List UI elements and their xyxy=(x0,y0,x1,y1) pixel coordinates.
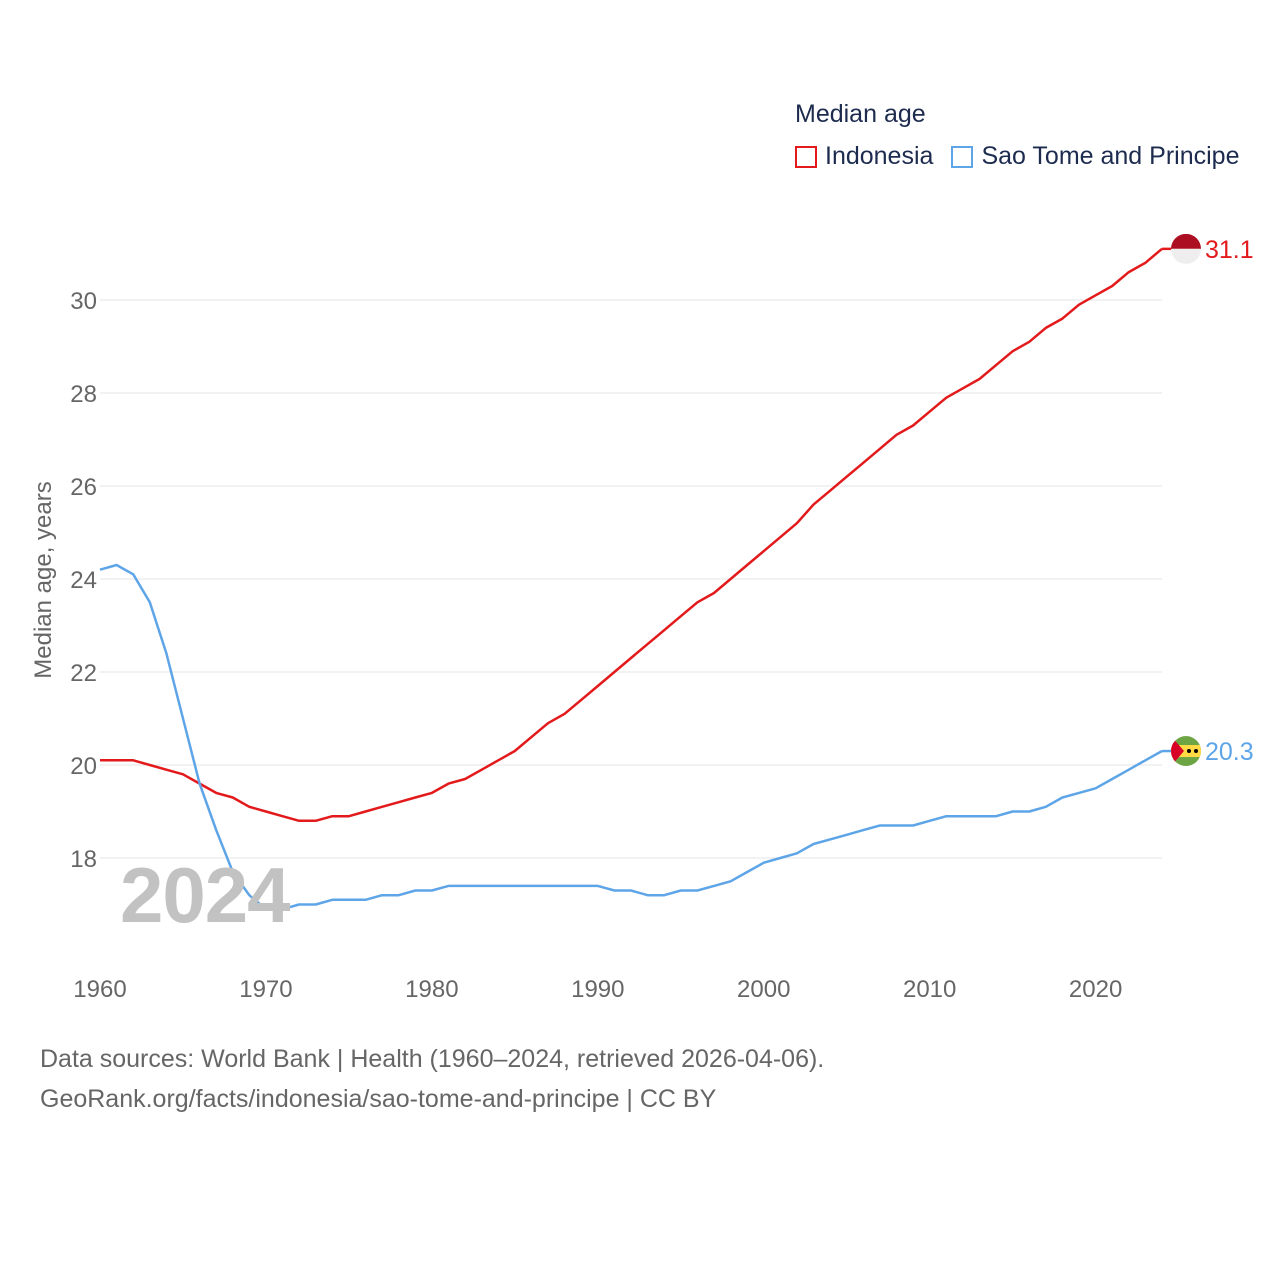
end-value-label-indonesia: 31.1 xyxy=(1205,236,1254,264)
y-tick-label-20: 20 xyxy=(70,753,97,780)
x-tick-label-2020: 2020 xyxy=(1069,976,1122,1003)
x-tick-label-1990: 1990 xyxy=(571,976,624,1003)
sao-tome-and-principe-flag-icon xyxy=(1171,736,1201,767)
year-watermark: 2024 xyxy=(120,851,291,939)
y-tick-label-26: 26 xyxy=(70,474,97,501)
legend-label-indonesia: Indonesia xyxy=(825,142,934,170)
x-tick-label-2000: 2000 xyxy=(737,976,790,1003)
legend-swatch-indonesia xyxy=(795,145,817,168)
legend-item-indonesia[interactable]: Indonesia xyxy=(795,142,933,171)
x-tick-label-1980: 1980 xyxy=(405,976,458,1003)
legend-swatch-sao-tome xyxy=(951,145,974,168)
y-axis-title: Median age, years xyxy=(30,481,57,678)
end-value-label-sao-tome: 20.3 xyxy=(1205,738,1254,766)
x-tick-label-1960: 1960 xyxy=(73,976,126,1003)
series-line-indonesia xyxy=(100,247,1163,823)
legend-title: Median age xyxy=(795,100,926,128)
footer-attribution: GeoRank.org/facts/indonesia/sao-tome-and… xyxy=(40,1085,717,1113)
y-tick-label-22: 22 xyxy=(70,660,97,687)
y-tick-label-28: 28 xyxy=(70,381,97,408)
x-tick-label-1970: 1970 xyxy=(239,976,292,1003)
y-tick-label-24: 24 xyxy=(70,567,97,594)
y-tick-label-18: 18 xyxy=(70,846,97,873)
legend-item-sao-tome[interactable]: Sao Tome and Principe xyxy=(951,142,1239,171)
indonesia-flag-icon xyxy=(1171,233,1201,264)
footer-sources: Data sources: World Bank | Health (1960–… xyxy=(40,1045,825,1073)
legend-label-sao-tome: Sao Tome and Principe xyxy=(981,142,1240,170)
y-tick-label-30: 30 xyxy=(70,288,97,315)
x-tick-label-2010: 2010 xyxy=(903,976,956,1003)
legend: Indonesia Sao Tome and Principe xyxy=(795,142,1257,171)
series-line-sao-tome xyxy=(99,563,1163,911)
